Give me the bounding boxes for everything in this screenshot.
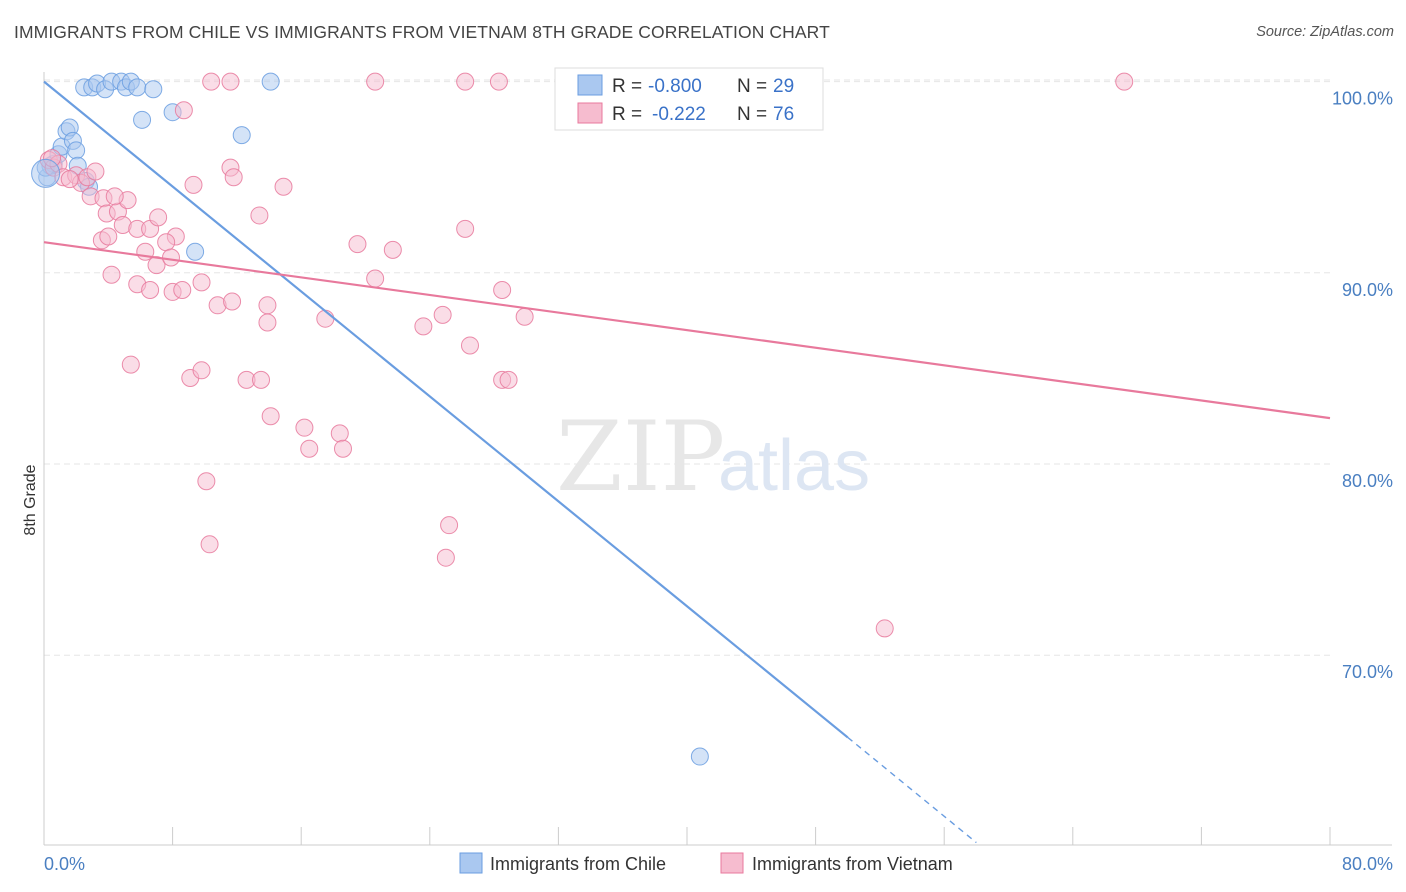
point-vietnam-41 — [460, 336, 479, 355]
legend-swatch-chile — [459, 852, 483, 874]
point-vietnam-73 — [202, 72, 221, 91]
point-vietnam-57 — [197, 472, 216, 491]
stats-n-label-chile: N = — [737, 76, 767, 97]
stats-n-value-vietnam: 76 — [773, 104, 794, 125]
point-chile-25 — [232, 126, 251, 145]
point-vietnam-38 — [383, 240, 402, 259]
point-vietnam-52 — [261, 407, 280, 426]
point-vietnam-67 — [174, 101, 193, 120]
stats-r-value-vietnam: -0.222 — [652, 104, 706, 125]
point-vietnam-43 — [493, 281, 512, 300]
stats-n-label-vietnam: N = — [737, 104, 767, 125]
watermark-atlas: atlas — [718, 426, 870, 506]
point-vietnam-24 — [161, 248, 180, 267]
point-vietnam-13 — [105, 187, 124, 206]
point-vietnam-39 — [414, 317, 433, 336]
stats-legend-box: R = -0.800 N = 29 R = -0.222 N = 76 — [554, 67, 824, 131]
point-chile-21 — [133, 110, 152, 129]
x-tick-label-min: 0.0% — [44, 854, 85, 874]
y-tick-label-100: 100.0% — [1332, 89, 1393, 109]
point-vietnam-42 — [456, 219, 475, 238]
point-vietnam-71 — [489, 72, 508, 91]
watermark-zip: ZIP — [556, 401, 725, 513]
point-vietnam-29 — [173, 281, 192, 300]
y-tick-labels: 70.0% 80.0% 90.0% 100.0% — [1332, 89, 1393, 683]
point-vietnam-33 — [258, 296, 277, 315]
y-axis-title: 8th Grade — [22, 464, 39, 535]
point-vietnam-55 — [300, 439, 319, 458]
point-vietnam-68 — [221, 72, 240, 91]
point-chile-27 — [690, 747, 709, 766]
point-vietnam-60 — [436, 548, 455, 567]
chart-title: IMMIGRANTS FROM CHILE VS IMMIGRANTS FROM… — [14, 22, 830, 42]
point-vietnam-53 — [295, 418, 314, 437]
point-vietnam-21 — [157, 233, 176, 252]
point-vietnam-69 — [366, 72, 385, 91]
point-chile-24 — [186, 242, 205, 261]
point-vietnam-35 — [316, 309, 335, 328]
legend-swatch-vietnam — [720, 852, 744, 874]
point-vietnam-66 — [250, 206, 269, 225]
point-vietnam-44 — [515, 307, 534, 326]
point-chile-cluster — [31, 158, 61, 188]
point-vietnam-32 — [223, 292, 242, 311]
point-vietnam-37 — [348, 235, 367, 254]
data-points — [31, 72, 1134, 766]
point-chile-20 — [128, 78, 147, 97]
zipatlas-watermark: ZIP atlas — [556, 401, 870, 513]
y-tick-label-80: 80.0% — [1342, 471, 1393, 491]
point-vietnam-65 — [184, 175, 203, 194]
point-vietnam-56 — [333, 439, 352, 458]
trend-line-chile — [43, 80, 849, 739]
stats-swatch-chile — [577, 74, 603, 96]
point-vietnam-47 — [192, 361, 211, 380]
trend-line-chile-extension — [847, 736, 977, 844]
point-vietnam-51 — [499, 370, 518, 389]
trend-line-vietnam — [43, 241, 1331, 420]
point-vietnam-27 — [141, 281, 160, 300]
point-vietnam-30 — [192, 273, 211, 292]
series-legend: Immigrants from Chile Immigrants from Vi… — [459, 852, 953, 874]
point-chile-8 — [67, 141, 86, 160]
source-credit: Source: ZipAtlas.com — [1256, 24, 1394, 40]
legend-label-chile: Immigrants from Chile — [490, 854, 666, 874]
point-vietnam-64 — [274, 177, 293, 196]
trend-lines — [43, 80, 1331, 844]
stats-r-value-chile: -0.800 — [648, 76, 702, 97]
point-vietnam-7 — [86, 162, 105, 181]
point-vietnam-72 — [1115, 72, 1134, 91]
point-vietnam-19 — [149, 208, 168, 227]
point-vietnam-63 — [224, 168, 243, 187]
stats-r-label-vietnam: R = — [612, 104, 642, 125]
y-tick-label-90: 90.0% — [1342, 280, 1393, 300]
axes — [43, 72, 1392, 846]
point-chile-22 — [144, 80, 163, 99]
point-vietnam-36 — [366, 269, 385, 288]
stats-n-value-chile: 29 — [773, 76, 794, 97]
point-vietnam-45 — [121, 355, 140, 374]
legend-label-vietnam: Immigrants from Vietnam — [752, 854, 953, 874]
point-vietnam-59 — [440, 516, 459, 535]
point-vietnam-49 — [252, 370, 271, 389]
point-vietnam-34 — [258, 313, 277, 332]
stats-swatch-vietnam — [577, 102, 603, 124]
point-vietnam-15 — [99, 227, 118, 246]
x-tick-label-max: 80.0% — [1342, 854, 1393, 874]
point-vietnam-70 — [456, 72, 475, 91]
point-vietnam-54 — [330, 424, 349, 443]
stats-r-label-chile: R = — [612, 76, 642, 97]
point-vietnam-58 — [200, 535, 219, 554]
point-chile-26 — [261, 72, 280, 91]
point-vietnam-75 — [60, 170, 79, 189]
point-vietnam-61 — [875, 619, 894, 638]
point-vietnam-25 — [102, 265, 121, 284]
point-vietnam-40 — [433, 305, 452, 324]
y-tick-label-70: 70.0% — [1342, 662, 1393, 682]
